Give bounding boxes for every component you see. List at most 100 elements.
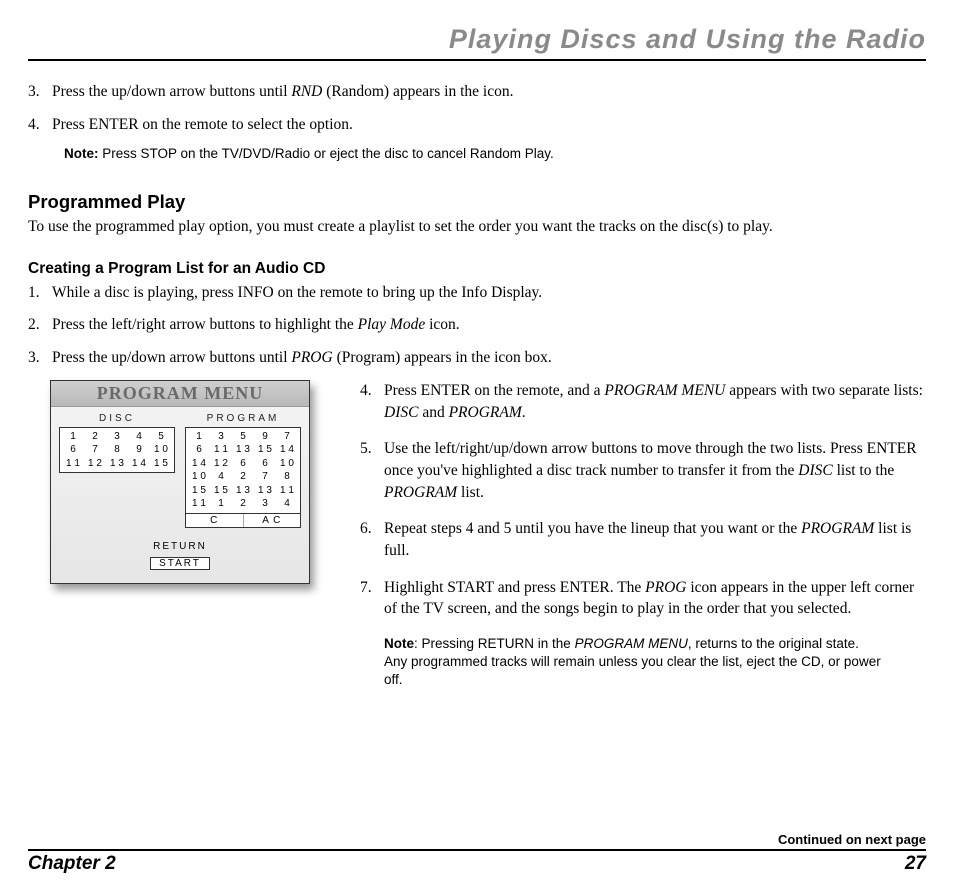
text: Highlight START and press ENTER. The bbox=[384, 579, 645, 596]
grid-cell: 1 bbox=[210, 497, 232, 511]
footer-line: Chapter 2 27 bbox=[28, 849, 926, 875]
right-steps: 4. Press ENTER on the remote, and a PROG… bbox=[360, 380, 926, 690]
grid-row: 67891 0 bbox=[62, 443, 172, 457]
note-colon: : Pressing RETURN in the bbox=[414, 636, 575, 651]
grid-cell: 1 0 bbox=[150, 443, 172, 457]
page-footer: Continued on next page Chapter 2 27 bbox=[28, 832, 926, 875]
grid-row: 1 51 51 31 31 1 bbox=[188, 484, 298, 498]
grid-cell: 1 5 bbox=[188, 484, 210, 498]
text: . bbox=[522, 404, 526, 421]
text: (Random) appears in the icon. bbox=[322, 83, 513, 100]
note-text: Press STOP on the TV/DVD/Radio or eject … bbox=[99, 146, 554, 161]
grid-cell: 1 bbox=[62, 430, 84, 444]
create-step-1: 1. While a disc is playing, press INFO o… bbox=[28, 282, 926, 304]
grid-cell: 5 bbox=[232, 430, 254, 444]
grid-cell: 1 3 bbox=[232, 443, 254, 457]
step-number: 1. bbox=[28, 282, 52, 304]
step-text: Press ENTER on the remote to select the … bbox=[52, 114, 926, 136]
text: Repeat steps 4 and 5 until you have the … bbox=[384, 520, 801, 537]
step-text: Press the up/down arrow buttons until RN… bbox=[52, 81, 926, 103]
term-program: PROGRAM bbox=[449, 404, 522, 421]
step-text: Repeat steps 4 and 5 until you have the … bbox=[384, 518, 926, 561]
text: list to the bbox=[833, 462, 895, 479]
page-number: 27 bbox=[905, 853, 926, 875]
grid-cell: 6 bbox=[188, 443, 210, 457]
step-text: Highlight START and press ENTER. The PRO… bbox=[384, 577, 926, 620]
term-program-menu: PROGRAM MENU bbox=[604, 382, 725, 399]
grid-row: 1 04278 bbox=[188, 470, 298, 484]
text: Press the left/right arrow buttons to hi… bbox=[52, 316, 358, 333]
step-text: Press ENTER on the remote, and a PROGRAM… bbox=[384, 380, 926, 423]
grid-cell: 1 3 bbox=[232, 484, 254, 498]
text: appears with two separate lists: bbox=[725, 382, 923, 399]
grid-cell: 2 bbox=[232, 497, 254, 511]
term-disc: DISC bbox=[798, 462, 832, 479]
grid-cell: 1 1 bbox=[62, 457, 84, 471]
grid-row: 13597 bbox=[188, 430, 298, 444]
grid-cell: 2 bbox=[84, 430, 106, 444]
create-step-3: 3. Press the up/down arrow buttons until… bbox=[28, 347, 926, 369]
grid-cell: 4 bbox=[276, 497, 298, 511]
figure-title: PROGRAM MENU bbox=[51, 381, 309, 407]
grid-cell: 1 4 bbox=[276, 443, 298, 457]
create-steps-list: 1. While a disc is playing, press INFO o… bbox=[28, 282, 926, 369]
continued-label: Continued on next page bbox=[28, 832, 926, 847]
text: icon. bbox=[425, 316, 459, 333]
grid-cell: 1 bbox=[188, 430, 210, 444]
grid-cell: 1 1 bbox=[276, 484, 298, 498]
grid-cell: 1 3 bbox=[106, 457, 128, 471]
create-step-2: 2. Press the left/right arrow buttons to… bbox=[28, 314, 926, 336]
return-button-label: RETURN bbox=[51, 541, 309, 552]
heading-programmed-play: Programmed Play bbox=[28, 191, 926, 213]
term-disc: DISC bbox=[384, 404, 418, 421]
figure-program-menu: PROGRAM MENU DISC 1234567891 01 11 21 31… bbox=[50, 380, 330, 690]
term-prog: PROG bbox=[645, 579, 686, 596]
figure-and-steps: PROGRAM MENU DISC 1234567891 01 11 21 31… bbox=[28, 380, 926, 690]
top-steps-list: 3. Press the up/down arrow buttons until… bbox=[28, 81, 926, 135]
text: Press ENTER on the remote, and a bbox=[384, 382, 604, 399]
grid-cell: 1 2 bbox=[84, 457, 106, 471]
ac-ac: A C bbox=[244, 514, 301, 527]
figure-box: PROGRAM MENU DISC 1234567891 01 11 21 31… bbox=[50, 380, 310, 584]
grid-cell: 4 bbox=[128, 430, 150, 444]
step-number: 2. bbox=[28, 314, 52, 336]
text: Press the up/down arrow buttons until bbox=[52, 83, 291, 100]
grid-cell: 6 bbox=[232, 457, 254, 471]
term-program-menu: PROGRAM MENU bbox=[575, 636, 688, 651]
grid-cell: 1 0 bbox=[188, 470, 210, 484]
figure-program-side: PROGRAM 1359761 11 31 51 41 41 2661 01 0… bbox=[185, 413, 301, 528]
grid-cell: 6 bbox=[62, 443, 84, 457]
step-number: 5. bbox=[360, 438, 384, 503]
figure-disc-side: DISC 1234567891 01 11 21 31 41 5 bbox=[59, 413, 175, 528]
ac-c: C bbox=[186, 514, 244, 527]
grid-row: 12345 bbox=[62, 430, 172, 444]
term-program: PROGRAM bbox=[801, 520, 874, 537]
grid-cell: 3 bbox=[254, 497, 276, 511]
grid-cell: 1 4 bbox=[128, 457, 150, 471]
figure-columns: DISC 1234567891 01 11 21 31 41 5 PROGRAM… bbox=[51, 407, 309, 530]
disc-label: DISC bbox=[59, 413, 175, 424]
step-4: 4. Press ENTER on the remote to select t… bbox=[28, 114, 926, 136]
text: Press the up/down arrow buttons until bbox=[52, 349, 291, 366]
grid-cell: 8 bbox=[276, 470, 298, 484]
grid-cell: 6 bbox=[254, 457, 276, 471]
step-3: 3. Press the up/down arrow buttons until… bbox=[28, 81, 926, 103]
grid-cell: 2 bbox=[232, 470, 254, 484]
right-step-4: 4. Press ENTER on the remote, and a PROG… bbox=[360, 380, 926, 423]
grid-row: 61 11 31 51 4 bbox=[188, 443, 298, 457]
grid-cell: 1 3 bbox=[254, 484, 276, 498]
grid-row: 1 11 21 31 41 5 bbox=[62, 457, 172, 471]
grid-cell: 1 1 bbox=[188, 497, 210, 511]
step-text: While a disc is playing, press INFO on t… bbox=[52, 282, 926, 304]
step-number: 3. bbox=[28, 347, 52, 369]
grid-cell: 7 bbox=[254, 470, 276, 484]
note-return: Note: Pressing RETURN in the PROGRAM MEN… bbox=[384, 635, 884, 690]
text: (Program) appears in the icon box. bbox=[333, 349, 552, 366]
figure-buttons: RETURN START bbox=[51, 530, 309, 583]
program-grid: 1359761 11 31 51 41 41 2661 01 042781 51… bbox=[185, 427, 301, 514]
right-step-5: 5. Use the left/right/up/down arrow butt… bbox=[360, 438, 926, 503]
page-title: Playing Discs and Using the Radio bbox=[28, 24, 926, 61]
step-number: 3. bbox=[28, 81, 52, 103]
grid-cell: 1 5 bbox=[254, 443, 276, 457]
right-steps-list: 4. Press ENTER on the remote, and a PROG… bbox=[360, 380, 926, 620]
